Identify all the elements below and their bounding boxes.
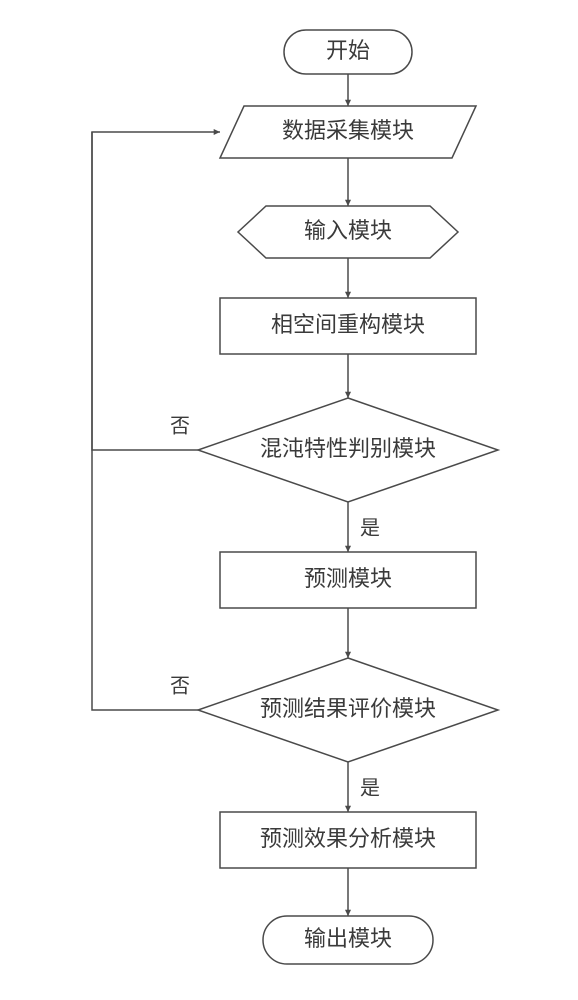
- node-label-chaos: 混沌特性判别模块: [260, 436, 436, 461]
- node-label-output: 输出模块: [304, 926, 392, 951]
- node-label-analyze: 预测效果分析模块: [260, 826, 436, 851]
- arrowhead-collect-input: [345, 200, 351, 206]
- arrowhead-eval-analyze: [345, 806, 351, 812]
- arrowhead-phase-chaos: [345, 392, 351, 398]
- edge-label-chaos-collect: 否: [170, 416, 190, 438]
- node-eval: 预测结果评价模块: [198, 658, 498, 762]
- node-analyze: 预测效果分析模块: [220, 812, 476, 868]
- node-start: 开始: [284, 30, 412, 74]
- flowchart: 是是否否开始数据采集模块输入模块相空间重构模块混沌特性判别模块预测模块预测结果评…: [0, 0, 578, 1000]
- arrowhead-start-collect: [345, 100, 351, 106]
- arrowhead-predict-eval: [345, 652, 351, 658]
- node-label-predict: 预测模块: [304, 566, 392, 591]
- node-label-eval: 预测结果评价模块: [260, 696, 436, 721]
- edge-label-eval-collect: 否: [170, 676, 190, 698]
- arrowhead-input-phase: [345, 292, 351, 298]
- edge-chaos-collect: [92, 132, 220, 450]
- arrowhead-analyze-output: [345, 910, 351, 916]
- node-collect: 数据采集模块: [220, 106, 476, 158]
- node-label-phase: 相空间重构模块: [271, 312, 425, 337]
- node-output: 输出模块: [263, 916, 433, 964]
- edge-label-chaos-predict: 是: [360, 518, 380, 540]
- edge-label-eval-analyze: 是: [360, 778, 380, 800]
- node-phase: 相空间重构模块: [220, 298, 476, 354]
- arrowhead-chaos-collect: [214, 129, 220, 135]
- node-input: 输入模块: [238, 206, 458, 258]
- node-predict: 预测模块: [220, 552, 476, 608]
- arrowhead-chaos-predict: [345, 546, 351, 552]
- node-label-start: 开始: [326, 38, 370, 63]
- node-label-collect: 数据采集模块: [282, 118, 414, 143]
- node-chaos: 混沌特性判别模块: [198, 398, 498, 502]
- node-label-input: 输入模块: [304, 218, 392, 243]
